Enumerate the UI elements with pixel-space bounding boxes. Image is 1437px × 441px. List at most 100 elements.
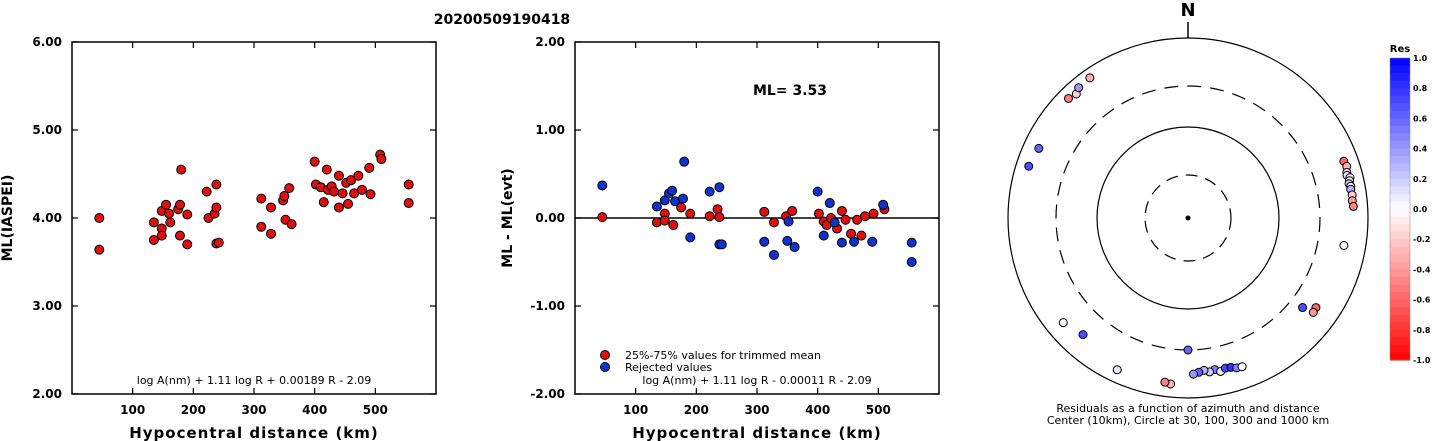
y-tick-label: 4.00 (32, 211, 62, 225)
colorbar-band (1390, 307, 1410, 316)
epicenter-dot (1185, 215, 1191, 221)
data-point (365, 189, 376, 200)
y-tick-label: -1.00 (530, 299, 565, 313)
rejected-point (867, 236, 878, 247)
colorbar-tick-label: 1.0 (1413, 54, 1428, 63)
colorbar-band (1390, 299, 1410, 308)
trimmed-point (659, 215, 670, 226)
rejected-point (812, 186, 823, 197)
data-point (148, 217, 159, 228)
data-point (176, 164, 187, 175)
station-residual-point (1183, 345, 1193, 355)
data-point (148, 235, 159, 245)
y-tick-label: -2.00 (530, 387, 565, 401)
station-residual-point (1024, 161, 1034, 171)
data-point (403, 198, 414, 209)
legend-rejected-label: Rejected values (625, 361, 712, 374)
station-residual-point (1063, 93, 1073, 103)
station-residual-point (1112, 365, 1122, 375)
rejected-point (906, 257, 917, 267)
colorbar-tick-label: 0.4 (1413, 145, 1428, 154)
station-residual-point (1058, 318, 1068, 328)
y-tick-label: 2.00 (535, 35, 565, 49)
x-tick-label: 400 (302, 403, 327, 417)
right-plot: 100 200 300 400 500 -2.00 -1.00 0.00 1.00 2.00 M… (500, 35, 940, 441)
trimmed-point (685, 208, 696, 219)
data-point (265, 202, 276, 213)
data-point (201, 186, 212, 197)
colorbar-band (1390, 284, 1410, 293)
rejected-point (597, 180, 608, 191)
colorbar-band (1390, 148, 1410, 157)
data-point (256, 193, 267, 204)
data-point (174, 230, 185, 241)
rejected-point (714, 182, 725, 193)
trimmed-point (859, 211, 870, 222)
trimmed-point (704, 211, 715, 222)
station-residual-point (1078, 330, 1088, 340)
colorbar-band (1390, 246, 1410, 255)
colorbar-band (1390, 209, 1410, 218)
trimmed-point (836, 205, 847, 216)
colorbar-band (1390, 344, 1410, 354)
data-point (309, 156, 320, 167)
trimmed-point (759, 206, 770, 217)
data-point (182, 239, 193, 250)
data-point (161, 199, 172, 210)
colorbar-band (1390, 276, 1410, 286)
right-y-axis-label: ML - ML(evt) (500, 168, 516, 267)
rejected-point (783, 216, 794, 227)
colorbar-band (1390, 103, 1410, 112)
trimmed-point (840, 214, 851, 225)
x-tick-label: 500 (363, 403, 388, 417)
data-point (284, 183, 295, 194)
data-point (346, 175, 357, 186)
colorbar-title: Res (1390, 44, 1410, 55)
rejected-point (667, 185, 678, 196)
data-point (376, 154, 387, 165)
left-formula: log A(nm) + 1.11 log R + 0.00189 R - 2.0… (137, 374, 371, 387)
x-tick-label: 100 (623, 403, 648, 417)
rejected-point (677, 193, 688, 204)
trimmed-point (597, 212, 608, 223)
data-point (94, 244, 105, 255)
station-residual-point (1188, 369, 1198, 379)
rejected-point (836, 237, 847, 248)
ring-30km (1144, 174, 1232, 262)
colorbar-band (1390, 178, 1410, 187)
colorbar-band (1390, 352, 1410, 361)
x-tick-label: 300 (241, 403, 266, 417)
colorbar-band (1390, 337, 1410, 346)
data-point (403, 179, 414, 190)
colorbar-band (1390, 163, 1410, 172)
colorbar-band (1390, 224, 1410, 233)
rejected-point (849, 236, 860, 247)
ring-1000km (1007, 37, 1369, 399)
colorbar-band (1390, 292, 1410, 301)
data-point (174, 199, 185, 210)
rejected-point (782, 235, 793, 246)
y-tick-label: 6.00 (32, 35, 62, 49)
data-point (279, 191, 290, 201)
colorbar-band (1390, 65, 1410, 74)
trimmed-point (856, 230, 867, 241)
colorbar-band (1390, 261, 1410, 270)
data-point (164, 208, 175, 219)
station-residual-point (1298, 303, 1308, 313)
colorbar-band (1390, 88, 1410, 97)
colorbar-tick-label: -1.0 (1413, 356, 1431, 365)
colorbar-band (1390, 133, 1410, 142)
colorbar-tick-label: -0.8 (1413, 326, 1431, 335)
colorbar-frame (1389, 57, 1411, 361)
colorbar-band (1390, 254, 1410, 263)
data-point (333, 170, 344, 181)
legend-rejected-marker (600, 362, 610, 372)
y-tick-label: 0.00 (535, 211, 565, 225)
colorbar-tick-label: -0.6 (1413, 296, 1431, 305)
y-tick-label: 5.00 (32, 123, 62, 137)
data-point (256, 221, 267, 232)
colorbar-band (1390, 322, 1410, 331)
data-point (353, 170, 364, 181)
station-residual-point (1348, 201, 1358, 211)
rejected-point (829, 217, 840, 228)
